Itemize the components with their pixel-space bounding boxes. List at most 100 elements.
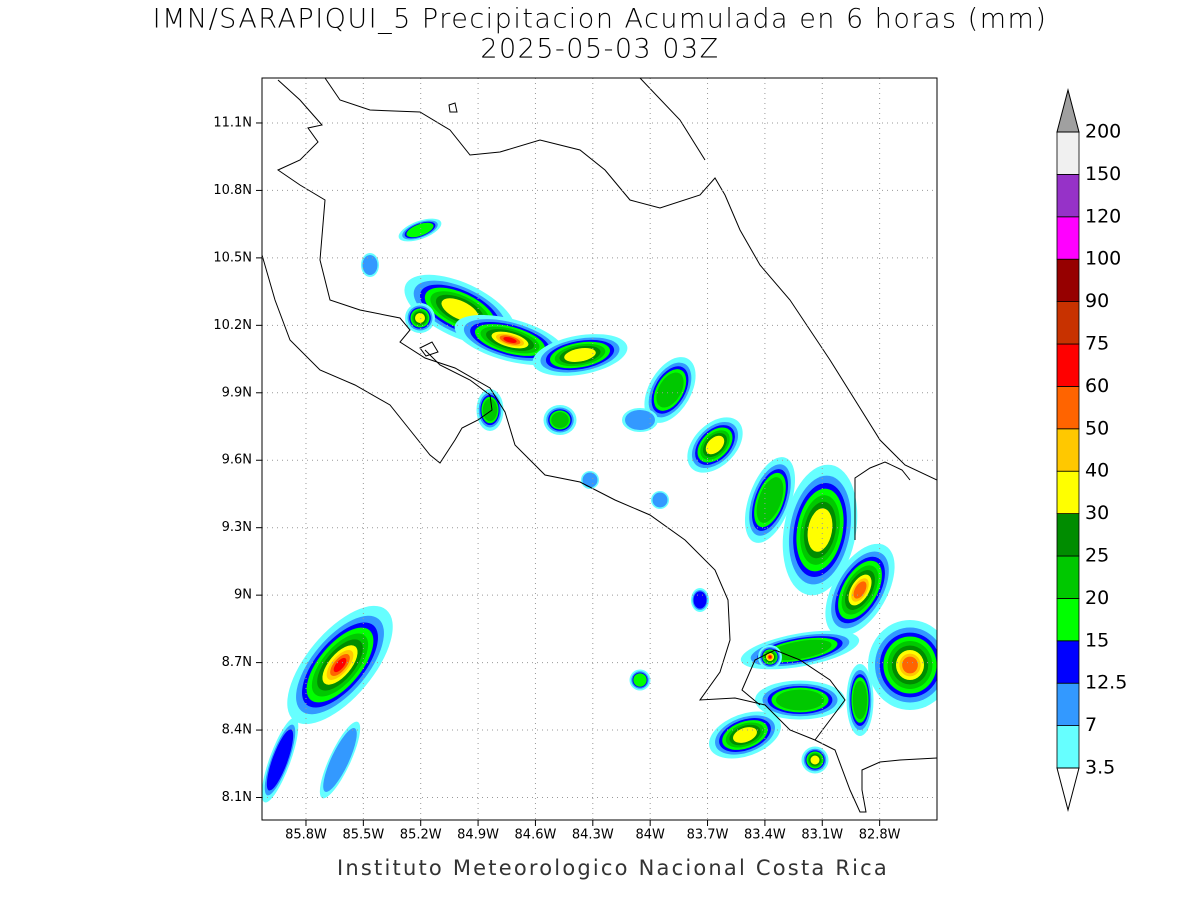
rain-contour [333,657,347,673]
rain-cell [691,588,709,612]
rain-cell [687,417,743,473]
rain-contour [564,348,596,362]
rain-contour [323,728,357,792]
colorbar-label: 150 [1085,163,1121,185]
rain-cell [846,664,874,736]
colorbar-bin [1056,216,1080,260]
colorbar-label: 3.5 [1085,757,1115,779]
y-tick-label: 9N [234,588,252,603]
y-tick-label: 8.4N [222,723,252,738]
colorbar-label: 100 [1085,248,1121,270]
colorbar-bin [1056,428,1080,472]
colorbar-label: 20 [1085,587,1109,609]
y-tick-label: 10.2N [213,318,252,333]
coastline [419,102,458,357]
footer: Instituto Meteorologico Nacional Costa R… [337,856,889,880]
rain-contour [406,222,434,238]
coastlines [262,78,937,813]
rain-contour [503,336,517,344]
x-tick-label: 85.5W [342,828,384,843]
colorbar-label: 25 [1085,545,1109,567]
rain-cell [287,605,393,725]
rain-contour [853,581,867,599]
colorbar-bin [1056,513,1080,557]
rain-contour [625,410,655,430]
rain-cell [744,457,796,543]
colorbar-bin [1056,598,1080,642]
rain-cell [262,717,299,803]
rain-contour [266,729,294,791]
rain-contour [776,689,824,711]
rain-contour [656,372,684,408]
coastline [276,79,937,813]
y-tick-label: 9.3N [222,520,252,535]
x-tick-label: 83.7W [687,828,729,843]
rain-cell [644,357,696,423]
colorbar-label: 60 [1085,375,1109,397]
axes: 85.8W 85.5W 85.2W 84.9W 84.6W 84.3W 84W 83.7W 83… [213,78,937,843]
colorbar-bin [1056,385,1080,430]
colorbar-bin [1056,173,1080,218]
y-tick-label: 10.8N [213,183,252,198]
colorbar-bin [1056,725,1080,769]
rain-contour [652,492,668,508]
coastline [741,649,846,741]
y-tick-label: 9.9N [222,385,252,400]
rain-contour [415,313,425,323]
subtitle: 2025-05-03 03Z [480,34,719,65]
rain-contour [362,255,378,275]
rain-contour [693,591,707,609]
rain-cell [651,491,669,509]
colorbar-bin [1056,555,1080,599]
coastline [324,78,937,481]
x-tick-label: 82.8W [859,828,901,843]
border [639,78,706,161]
rain-contour [705,435,725,455]
plot-frame [261,77,938,821]
colorbar-bin [1056,258,1080,303]
rain-cell [581,471,599,489]
colorbar-bin [1056,131,1080,175]
x-tick-label: 85.2W [400,828,442,843]
rain-cell [622,408,658,432]
rain-contour [768,655,772,659]
colorbar-bin [1056,682,1080,727]
rain-contour [551,412,569,428]
rain-cell [868,620,937,710]
colorbar-under [1056,767,1080,812]
y-tick-label: 8.1N [222,790,252,805]
rain-cell [709,711,781,759]
rain-contour [902,656,918,674]
colorbar-label: 75 [1085,333,1109,355]
colorbar-bin [1056,343,1080,387]
colorbar-label: 40 [1085,460,1109,482]
rain-cell [398,218,442,242]
colorbar-label: 7 [1085,714,1097,736]
rain-contour [768,639,832,661]
rain-contour [807,508,833,552]
rain-cell [801,746,829,774]
border [854,461,911,540]
rain-contour [582,472,598,488]
colorbar-label: 12.5 [1085,672,1127,694]
rain-cell [755,680,845,720]
x-tick-label: 84.9W [457,828,499,843]
colorbar-label: 200 [1085,121,1121,143]
rain-cell [758,645,782,669]
colorbar-label: 120 [1085,205,1121,227]
colorbar-bin [1056,470,1080,515]
rain-cell [532,334,628,376]
colorbar-bin [1056,640,1080,684]
rain-contour [733,727,757,743]
colorbar-label: 15 [1085,629,1109,651]
precipitation-field [262,218,937,803]
colorbar-label: 50 [1085,417,1109,439]
rain-contour [852,680,868,720]
rain-contour [482,398,498,422]
rain-cell [405,303,435,333]
coastline [262,254,493,464]
x-tick-label: 84.6W [515,828,557,843]
colorbar-label: 90 [1085,290,1109,312]
rain-contour [756,477,784,523]
